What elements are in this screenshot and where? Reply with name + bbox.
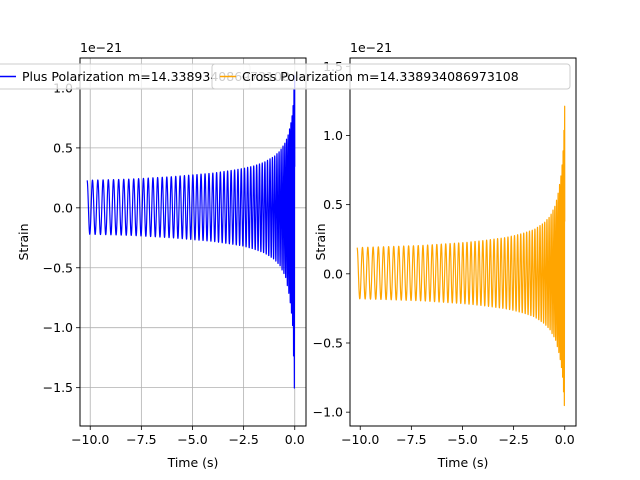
y-tick-label: −1.0 bbox=[43, 320, 73, 335]
y-tick-label: −0.5 bbox=[43, 260, 73, 275]
y-offset-label: 1e−21 bbox=[80, 40, 122, 55]
y-tick-label: 0.5 bbox=[53, 140, 73, 155]
y-tick-label: −1.5 bbox=[43, 380, 73, 395]
y-tick-label: 1.0 bbox=[323, 128, 343, 143]
x-tick-label: −7.5 bbox=[126, 432, 156, 447]
axes-frame bbox=[349, 57, 577, 427]
x-tick-label: −5.0 bbox=[447, 432, 477, 447]
x-tick-label: −10.0 bbox=[71, 432, 109, 447]
x-tick-label: 0.0 bbox=[555, 432, 575, 447]
legend-label-1: Cross Polarization m=14.338934086973108 bbox=[242, 69, 519, 84]
x-tick-label: −2.5 bbox=[228, 432, 258, 447]
y-tick-label: 0.0 bbox=[53, 200, 73, 215]
y-tick-label: 0.0 bbox=[323, 266, 343, 281]
x-tick-label: −5.0 bbox=[177, 432, 207, 447]
series-line-cross bbox=[356, 105, 566, 407]
y-tick-label: −0.5 bbox=[313, 335, 343, 350]
axes-frame bbox=[79, 57, 307, 427]
x-axis-label: Time (s) bbox=[437, 455, 489, 470]
legends: Plus Polarization m=14.338934086973108Cr… bbox=[0, 63, 571, 90]
right-axes: −10.0−7.5−5.0−2.50.0−1.0−0.50.00.51.01.5… bbox=[313, 40, 577, 470]
y-axis-label: Strain bbox=[313, 223, 328, 260]
y-tick-label: −1.0 bbox=[313, 405, 343, 420]
y-offset-label: 1e−21 bbox=[350, 40, 392, 55]
legend-box-1 bbox=[211, 63, 571, 90]
series-line-plus bbox=[86, 74, 296, 389]
y-tick-label: 0.5 bbox=[323, 197, 343, 212]
y-axis-label: Strain bbox=[16, 223, 31, 260]
x-tick-label: −10.0 bbox=[341, 432, 379, 447]
x-tick-label: −7.5 bbox=[396, 432, 426, 447]
x-tick-label: −2.5 bbox=[498, 432, 528, 447]
x-axis-label: Time (s) bbox=[167, 455, 219, 470]
x-tick-label: 0.0 bbox=[285, 432, 305, 447]
